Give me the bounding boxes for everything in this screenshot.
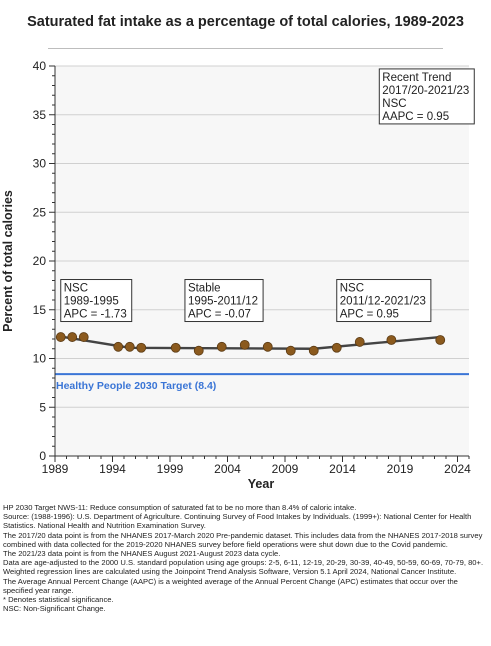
footnote-2021-point: The 2021/23 data point is from the NHANE…	[3, 549, 281, 559]
segment-box-0-frame	[60, 279, 133, 323]
y-axis-ticks: 0 5 10 15 20 25 30 35 40	[33, 59, 55, 463]
data-point-10	[262, 341, 273, 352]
segment-box-1-line-1: 1995-2011/12	[188, 296, 258, 308]
x-axis-ticks: 1989 1994 1999 2004 2009 2014 2019 2024	[42, 456, 471, 476]
data-point-7	[193, 345, 204, 356]
recent-trend-box-line-3: AAPC = 0.95	[382, 111, 449, 123]
data-point-15	[386, 335, 397, 345]
x-axis-title: Year	[248, 477, 275, 491]
data-point-16	[435, 335, 446, 345]
x-tick-label-2004: 2004	[214, 462, 241, 476]
segment-box-2-frame	[336, 279, 432, 323]
data-point-13	[331, 342, 342, 353]
recent-trend-box-line-0: Recent Trend	[382, 72, 451, 84]
line-chart: Healthy People 2030 Target (8.4) 0 5 10 15 2…	[1, 59, 475, 491]
data-point-11	[285, 345, 296, 356]
data-point-12	[308, 345, 319, 356]
data-point-14	[354, 337, 365, 347]
data-point-1	[67, 332, 78, 342]
data-point-5	[136, 342, 147, 353]
footnote-nsc: NSC: Non-Significant Change.	[3, 604, 106, 614]
x-tick-label-2014: 2014	[329, 462, 356, 476]
segment-box-0-line-0: NSC	[64, 283, 88, 295]
segment-box-2-line-2: APC = 0.95	[340, 309, 399, 321]
y-tick-label-35: 35	[33, 108, 47, 122]
segment-box-1-line-2: APC = -0.07	[188, 309, 251, 321]
data-point-8	[216, 341, 227, 352]
footnote-significance: * Denotes statistical significance.	[3, 595, 114, 605]
segment-box-2-line-1: 2011/12-2021/23	[340, 296, 426, 308]
y-tick-label-20: 20	[33, 254, 47, 268]
target-group: Healthy People 2030 Target (8.4)	[55, 373, 469, 392]
x-tick-label-1994: 1994	[99, 462, 126, 476]
y-axis-title: Percent of total calories	[1, 190, 15, 332]
x-tick-label-2024: 2024	[444, 462, 471, 476]
segment-box-1-line-0: Stable	[188, 283, 221, 295]
x-tick-label-1989: 1989	[42, 462, 69, 476]
segment-box-0-line-1: 1989-1995	[64, 296, 119, 308]
data-point-3	[113, 341, 124, 352]
title-divider	[48, 48, 443, 49]
y-tick-label-5: 5	[39, 400, 46, 414]
y-tick-label-0: 0	[39, 449, 46, 463]
recent-trend-box-line-2: NSC	[382, 98, 406, 110]
footnote-aapc: The Average Annual Percent Change (AAPC)…	[3, 576, 458, 595]
data-points	[55, 332, 446, 356]
gridlines	[55, 65, 469, 408]
segment-box-1-frame	[184, 279, 264, 323]
data-point-9	[239, 339, 250, 350]
footnote-regression: Weighted regression lines are calculated…	[3, 567, 457, 577]
x-tick-label-2009: 2009	[272, 462, 299, 476]
y-tick-label-40: 40	[33, 59, 47, 73]
data-point-6	[170, 342, 181, 353]
y-tick-label-25: 25	[33, 205, 47, 219]
data-point-4	[124, 341, 135, 352]
x-tick-label-2019: 2019	[387, 462, 414, 476]
target-label: Healthy People 2030 Target (8.4)	[56, 380, 216, 392]
x-tick-label-1999: 1999	[157, 462, 184, 476]
recent-trend-box-frame	[378, 68, 475, 125]
segment-box-2-line-0: NSC	[340, 283, 364, 295]
footnote-2017-point: The 2017/20 data point is from the NHANE…	[3, 530, 483, 549]
y-tick-label-15: 15	[33, 303, 47, 317]
footnote-age-adjusted: Data are age-adjusted to the 2000 U.S. s…	[3, 558, 484, 568]
segment-box-0-line-2: APC = -1.73	[64, 309, 127, 321]
y-tick-label-10: 10	[33, 352, 47, 366]
chart-title: Saturated fat intake as a percentage of …	[27, 14, 464, 30]
footnote-target: HP 2030 Target NWS-11: Reduce consumptio…	[3, 503, 357, 512]
recent-trend-box-line-1: 2017/20-2021/23	[382, 85, 469, 97]
data-point-2	[78, 332, 89, 342]
footnotes: HP 2030 Target NWS-11: Reduce consumptio…	[3, 503, 489, 613]
data-point-0	[55, 332, 66, 342]
y-tick-label-30: 30	[33, 157, 47, 171]
footnote-source: Source: (1988-1996): U.S. Department of …	[3, 512, 472, 531]
